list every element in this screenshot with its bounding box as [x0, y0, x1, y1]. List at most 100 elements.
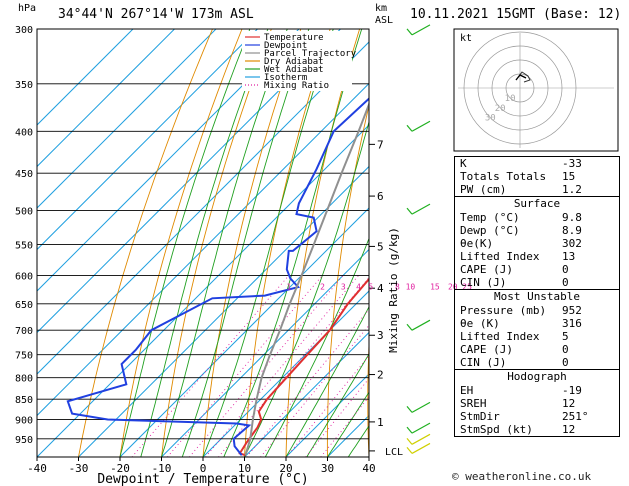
y-axis-label-right: Mixing Ratio (g/kg)	[387, 227, 400, 353]
isotherm-line	[119, 207, 369, 457]
index-row: PW (cm) 1.2	[455, 183, 619, 196]
pressure-tick-label: 550	[15, 240, 33, 251]
km-tick-label: 2	[377, 369, 384, 382]
wind-barb	[411, 120, 431, 132]
index-label: K	[460, 157, 467, 170]
forecast-datetime: 10.11.2021 15GMT (Base: 12)	[410, 7, 622, 22]
index-value: 12	[562, 397, 576, 410]
mixing-ratio-line	[246, 308, 369, 457]
km-tick-label: 6	[377, 190, 384, 203]
legend-item: Temperature	[264, 33, 324, 43]
index-row: StmDir 251°	[455, 410, 619, 423]
mixing-ratio-label: 2	[320, 282, 325, 291]
km-tick-label: 1	[377, 416, 384, 429]
isotherm-line	[37, 124, 369, 457]
dry-adiabat-line	[161, 29, 272, 457]
wet-adiabat-line	[140, 29, 269, 457]
x-tick-label: 20	[279, 462, 292, 475]
pressure-tick-label: 350	[15, 80, 33, 91]
x-tick-label: 30	[321, 462, 334, 475]
wind-barb	[411, 203, 431, 215]
km-tick-label: 7	[377, 138, 384, 151]
index-value: 0	[562, 276, 569, 289]
pressure-tick-label: 750	[15, 351, 33, 362]
legend-item: Isotherm	[264, 73, 307, 83]
footer-credit: © weatheronline.co.uk	[452, 470, 592, 483]
legend-item: Dewpoint	[264, 41, 307, 51]
dry-adiabat-line	[619, 29, 629, 457]
x-tick-label: 0	[200, 462, 207, 475]
series-parcel-trajectory	[244, 101, 369, 456]
index-row: Totals Totals 15	[455, 170, 619, 183]
dry-adiabat-line	[367, 336, 369, 457]
series-temperature	[238, 277, 369, 457]
isotherm-line	[37, 29, 341, 334]
index-row: EH -19	[455, 384, 619, 397]
isotherm-line	[37, 82, 369, 417]
most-unstable-title: Most Unstable	[455, 289, 619, 304]
index-label: Temp (°C)	[460, 211, 520, 224]
isotherm-line	[202, 290, 369, 457]
lcl-label: LCL	[385, 447, 403, 458]
index-row: CAPE (J) 0	[455, 343, 619, 356]
mixing-ratio-label: 10	[406, 282, 416, 291]
mixing-ratio-label: 3	[341, 282, 346, 291]
index-value: 251°	[562, 410, 589, 423]
index-label: EH	[460, 384, 474, 397]
index-label: θe(K)	[460, 237, 494, 250]
km-tick-label: 4	[377, 282, 384, 295]
index-row: θe(K) 302	[455, 237, 619, 250]
wind-barb	[411, 422, 431, 434]
x-tick-label: 40	[362, 462, 375, 475]
index-row: SREH 12	[455, 397, 619, 410]
index-value: 0	[562, 356, 569, 369]
index-row: CIN (J) 0	[455, 356, 619, 369]
dry-adiabat-line	[407, 29, 448, 457]
legend-item: Mixing Ratio	[264, 81, 329, 91]
index-label: CAPE (J)	[460, 263, 513, 276]
wind-barb-flag	[406, 207, 413, 215]
index-value: -19	[562, 384, 582, 397]
index-row: Dewp (°C) 8.9	[455, 224, 619, 237]
pressure-tick-label: 850	[15, 395, 33, 406]
index-value: 5	[562, 330, 569, 343]
wind-barb	[411, 401, 431, 413]
pressure-tick-label: 600	[15, 271, 33, 282]
index-label: SREH	[460, 397, 487, 410]
index-value: 316	[562, 317, 582, 330]
index-value: -33	[562, 157, 582, 170]
index-value: 9.8	[562, 211, 582, 224]
wet-adiabat-line	[119, 29, 251, 457]
isotherm-line	[37, 29, 258, 251]
x-tick-label: -40	[27, 462, 47, 475]
index-label: Lifted Index	[460, 250, 540, 263]
wind-barb	[411, 319, 431, 331]
index-row: K -33	[455, 157, 619, 170]
wind-barb-flag	[406, 426, 413, 434]
index-label: CIN (J)	[460, 356, 507, 369]
mixing-ratio-line	[286, 355, 369, 457]
pressure-tick-label: 450	[15, 169, 33, 180]
wind-barb-flag	[406, 447, 413, 454]
index-value: 0	[562, 343, 569, 356]
index-value: 8.9	[562, 224, 582, 237]
index-label: CIN (J)	[460, 276, 507, 289]
index-label: PW (cm)	[460, 183, 507, 196]
wind-barb-flag	[406, 124, 413, 132]
isotherm-line	[161, 248, 369, 457]
index-row: Lifted Index 5	[455, 330, 619, 343]
mixing-ratio-line	[218, 276, 369, 457]
indices-table: K -33 Totals Totals 15 PW (cm) 1.2 Surface Te…	[454, 156, 620, 437]
index-label: θe (K)	[460, 317, 500, 330]
series-dewpoint	[66, 97, 369, 456]
surface-title: Surface	[455, 196, 619, 211]
index-row: Pressure (mb) 952	[455, 304, 619, 317]
index-row: CAPE (J) 0	[455, 263, 619, 276]
hodograph-unit: kt	[460, 33, 472, 44]
profile-lines	[66, 97, 369, 457]
km-tick-label: 3	[377, 329, 384, 342]
wet-adiabat-line	[161, 29, 288, 457]
index-row: StmSpd (kt) 12	[455, 423, 619, 436]
